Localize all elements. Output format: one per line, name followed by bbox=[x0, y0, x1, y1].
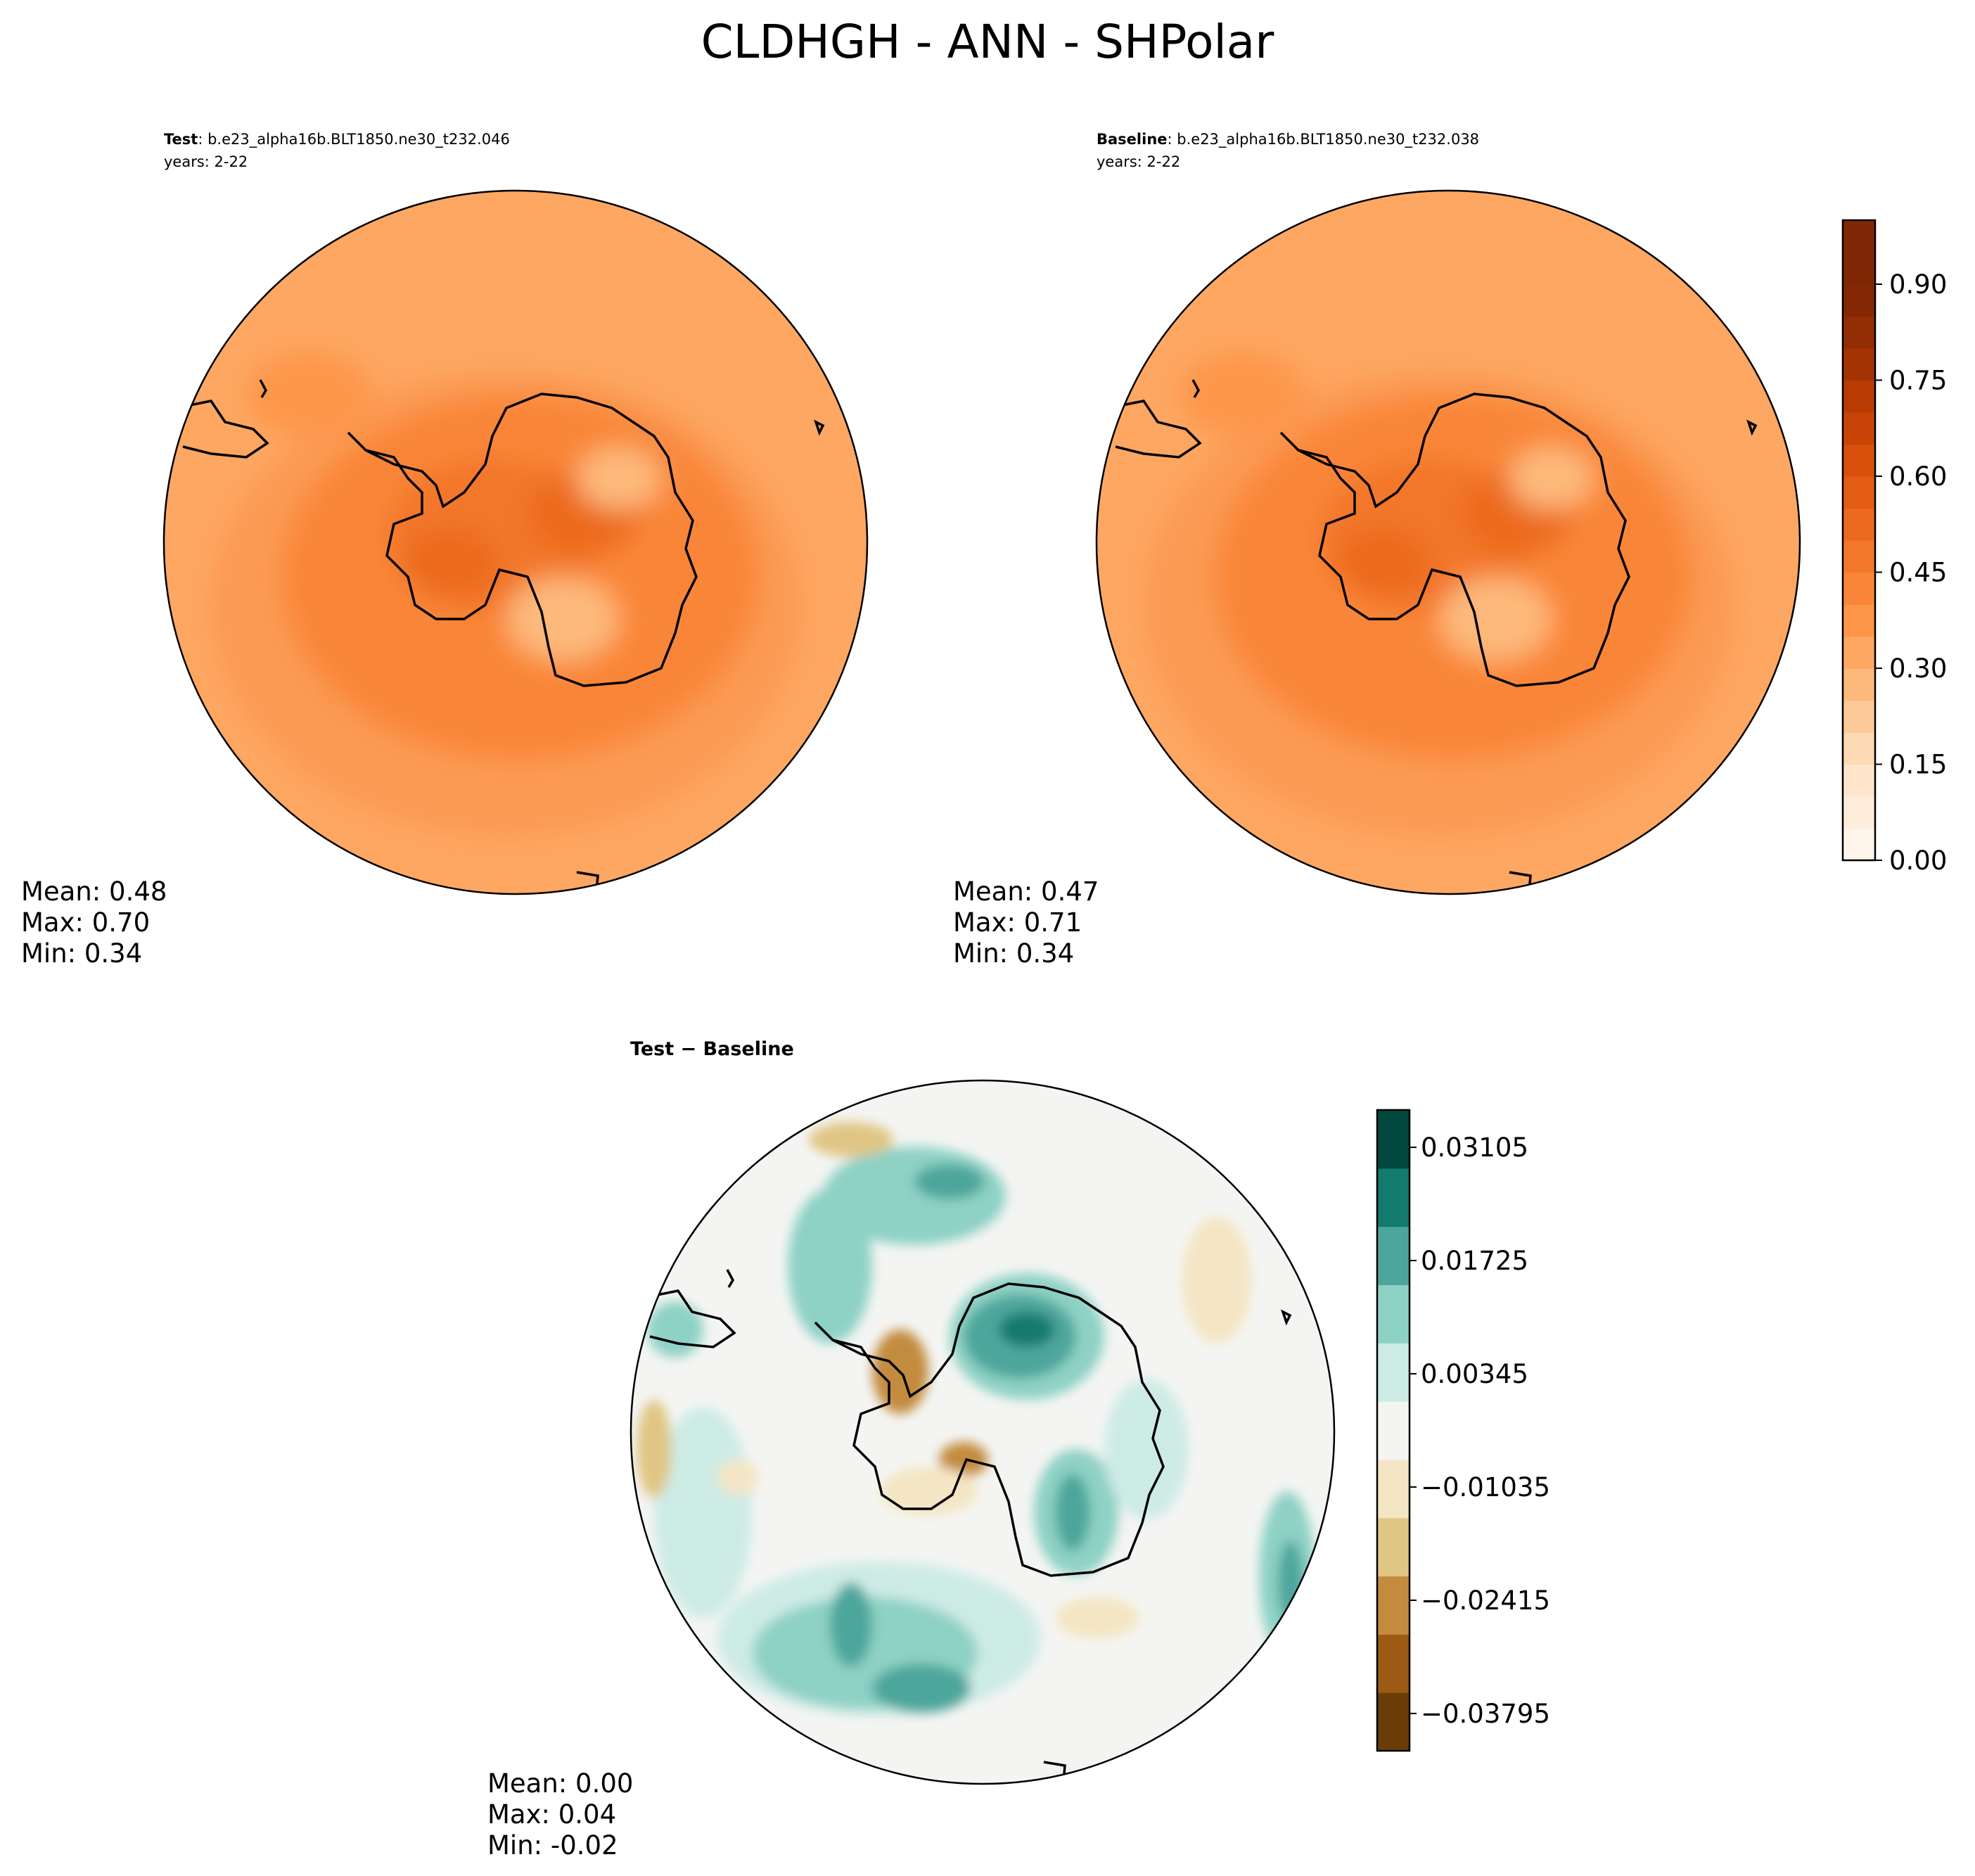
test-max: Max: 0.70 bbox=[21, 907, 150, 938]
main-colorbar-tick-label: 0.45 bbox=[1889, 558, 1947, 588]
baseline-case-name: : b.e23_alpha16b.BLT1850.ne30_t232.038 bbox=[1168, 131, 1480, 148]
diff-colorbar-segment bbox=[1377, 1284, 1410, 1344]
diff-colorbar-tick-label: 0.03105 bbox=[1421, 1132, 1528, 1163]
diff-mean: Mean: 0.00 bbox=[487, 1768, 633, 1799]
main-colorbar: 0.00 0.15 0.30 0.45 0.60 0.75 0.90 bbox=[1841, 219, 1947, 876]
diff-colorbar-segment bbox=[1377, 1459, 1410, 1519]
diff-max: Max: 0.04 bbox=[487, 1799, 616, 1830]
main-colorbar-segment bbox=[1843, 572, 1875, 605]
main-colorbar-tick-label: 0.90 bbox=[1889, 269, 1947, 300]
baseline-max: Max: 0.71 bbox=[953, 907, 1082, 938]
test-panel: Test: b.e23_alpha16b.BLT1850.ne30_t232.0… bbox=[21, 131, 869, 969]
diff-map-boundary bbox=[629, 1079, 1336, 1785]
main-colorbar-segment bbox=[1843, 252, 1875, 285]
baseline-years: years: 2-22 bbox=[1097, 153, 1180, 170]
diff-colorbar-frame bbox=[1376, 1109, 1411, 1752]
main-colorbar-segment bbox=[1843, 348, 1875, 381]
baseline-label-bold: Baseline bbox=[1097, 131, 1168, 148]
diff-colorbar-segment bbox=[1377, 1226, 1410, 1286]
main-colorbar-segment bbox=[1843, 604, 1875, 637]
main-colorbar-frame bbox=[1841, 219, 1877, 862]
diff-colorbar-tick-label: −0.03795 bbox=[1421, 1699, 1550, 1729]
test-mean: Mean: 0.48 bbox=[21, 876, 167, 907]
diff-colorbar-segment bbox=[1377, 1110, 1410, 1169]
main-colorbar-segment bbox=[1843, 380, 1875, 413]
diff-colorbar-segment bbox=[1377, 1401, 1410, 1460]
baseline-panel: Baseline: b.e23_alpha16b.BLT1850.ne30_t2… bbox=[953, 131, 1801, 969]
diff-colorbar-segment bbox=[1377, 1517, 1410, 1577]
main-colorbar-segment bbox=[1843, 508, 1875, 541]
test-label-bold: Test bbox=[164, 131, 198, 148]
diff-colorbar-segment bbox=[1377, 1168, 1410, 1227]
main-colorbar-segment bbox=[1843, 828, 1875, 861]
diff-colorbar-segment bbox=[1377, 1343, 1410, 1402]
test-map-field bbox=[164, 191, 867, 894]
diff-colorbar-tick-label: −0.02415 bbox=[1421, 1585, 1550, 1616]
baseline-mean: Mean: 0.47 bbox=[953, 876, 1099, 907]
diff-colorbar-tick-label: 0.01725 bbox=[1421, 1246, 1528, 1276]
diff-colorbar-tick-label: 0.00345 bbox=[1421, 1359, 1528, 1389]
diff-panel: Test − Baseline bbox=[487, 1038, 1336, 1861]
main-colorbar-segment bbox=[1843, 220, 1875, 253]
diff-colorbar: −0.03795 −0.02415 −0.01035 0.00345 0.01725 0.… bbox=[1376, 1109, 1550, 1752]
diff-map-field bbox=[631, 1080, 1334, 1784]
diff-title: Test − Baseline bbox=[630, 1038, 794, 1060]
baseline-coastline bbox=[1108, 379, 1758, 893]
diff-colorbar-segment bbox=[1377, 1634, 1410, 1693]
main-colorbar-segment bbox=[1843, 796, 1875, 829]
svg-text:Test: b.e23_alpha16b.BLT1850.n: Test: b.e23_alpha16b.BLT1850.ne30_t232.0… bbox=[164, 131, 510, 148]
main-colorbar-segment bbox=[1843, 444, 1875, 477]
svg-text:Baseline: b.e23_alpha16b.BLT18: Baseline: b.e23_alpha16b.BLT1850.ne30_t2… bbox=[1097, 131, 1479, 148]
test-map-boundary bbox=[162, 189, 869, 895]
diff-colorbar-segment bbox=[1377, 1692, 1410, 1751]
main-colorbar-segment bbox=[1843, 668, 1875, 701]
diff-colorbar-segment bbox=[1377, 1576, 1410, 1635]
diff-colorbar-tick-label: −0.01035 bbox=[1421, 1472, 1550, 1502]
main-colorbar-segment bbox=[1843, 316, 1875, 349]
figure-title: CLDHGH - ANN - SHPolar bbox=[701, 15, 1275, 69]
test-years: years: 2-22 bbox=[164, 153, 248, 170]
main-colorbar-segment bbox=[1843, 636, 1875, 669]
main-colorbar-tick-label: 0.15 bbox=[1889, 750, 1947, 780]
baseline-map-field bbox=[1097, 191, 1800, 894]
main-colorbar-tick-label: 0.75 bbox=[1889, 366, 1947, 396]
main-colorbar-tick-label: 0.00 bbox=[1889, 846, 1947, 876]
test-min: Min: 0.34 bbox=[21, 938, 142, 969]
main-colorbar-segment bbox=[1843, 732, 1875, 765]
main-colorbar-segment bbox=[1843, 700, 1875, 733]
main-colorbar-segment bbox=[1843, 764, 1875, 797]
test-case-name: : b.e23_alpha16b.BLT1850.ne30_t232.046 bbox=[198, 131, 510, 148]
baseline-min: Min: 0.34 bbox=[953, 938, 1074, 969]
main-colorbar-tick-label: 0.30 bbox=[1889, 653, 1947, 684]
main-colorbar-segment bbox=[1843, 412, 1875, 445]
main-colorbar-tick-label: 0.60 bbox=[1889, 461, 1947, 492]
main-colorbar-segment bbox=[1843, 284, 1875, 317]
main-colorbar-segment bbox=[1843, 476, 1875, 509]
diff-min: Min: -0.02 bbox=[487, 1830, 618, 1861]
main-colorbar-segment bbox=[1843, 540, 1875, 573]
baseline-map-boundary bbox=[1095, 189, 1801, 895]
